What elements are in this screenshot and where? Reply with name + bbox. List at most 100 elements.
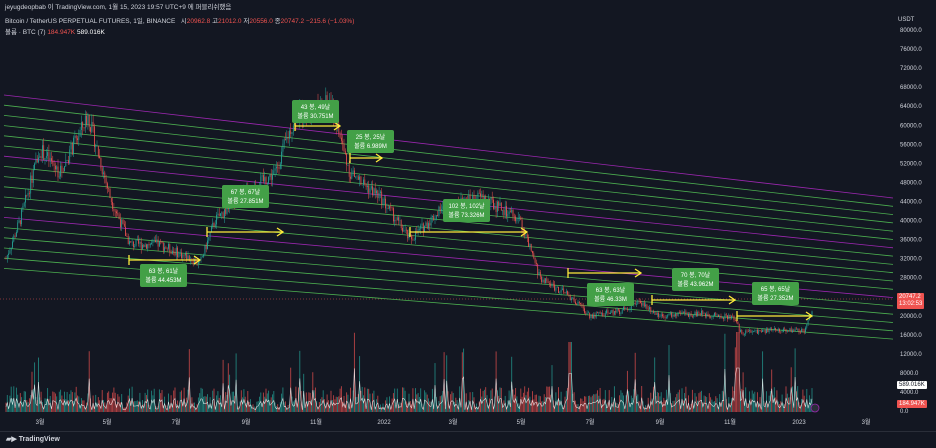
range-arrow-head (634, 268, 643, 278)
range-arrow-head (193, 255, 202, 265)
range-label-box (672, 268, 719, 291)
candle-body (287, 137, 289, 139)
candle-body (192, 261, 194, 265)
candle-body (129, 241, 130, 245)
candle-body (721, 317, 723, 319)
low-value: 20556.0 (249, 18, 273, 25)
volume-bar (348, 406, 350, 412)
candle-body (139, 241, 141, 244)
candle-body (638, 300, 640, 302)
volume-bar (356, 396, 358, 412)
candle-body (788, 330, 789, 332)
brand-name: TradingView (18, 436, 60, 443)
candle-body (686, 314, 688, 315)
candle-body (217, 213, 219, 215)
time-axis[interactable]: 3월 5월 7월 9월 11월 2022 3월 5월 7월 9월 11월 2023 3월 (36, 418, 871, 426)
candle-body (425, 222, 427, 226)
candle-body (673, 314, 675, 317)
volume-bar (569, 342, 571, 412)
candle-body (281, 151, 282, 164)
volume-bar (671, 403, 673, 412)
price-axis[interactable]: 80000.0 76000.0 72000.0 68000.0 64000.0 60000… (900, 28, 922, 415)
candle-body (555, 287, 557, 291)
candle-body (701, 310, 702, 315)
candle-body (612, 310, 614, 315)
volume-bar (311, 399, 312, 412)
volume-bar (169, 406, 171, 412)
candle-body (79, 130, 81, 137)
time-tick: 7월 (172, 418, 181, 426)
volume-bar (361, 386, 363, 412)
volume-bar (257, 401, 259, 412)
volume-bar (529, 396, 531, 412)
volume-bar (259, 396, 260, 412)
volume-bar (594, 394, 596, 412)
candle-body (426, 222, 428, 229)
volume-bar (499, 387, 501, 412)
volume-bar (444, 406, 446, 412)
candle-body (542, 279, 544, 283)
candle-body (58, 176, 60, 178)
volume-bar (528, 387, 530, 412)
volume-bar (248, 402, 250, 412)
candle-body (591, 314, 593, 319)
candle-body (224, 209, 225, 218)
volume-bar (292, 401, 294, 412)
time-tick: 11월 (724, 418, 736, 426)
volume-bar (526, 391, 528, 412)
volume-bar (663, 397, 665, 412)
candle-body (8, 253, 9, 256)
volume-bar (441, 395, 442, 412)
volume-bar (226, 394, 228, 412)
candle-body (437, 215, 438, 217)
candle-body (151, 242, 152, 245)
volume-bar (418, 396, 420, 412)
candle-body (720, 315, 722, 319)
range-label-bars: 63 봉, 63날 (596, 286, 626, 294)
volume-bar (392, 393, 394, 412)
volume-bar (103, 400, 104, 412)
symbol-title[interactable]: Bitcoin / TetherUS PERPETUAL FUTURES, 1일… (5, 18, 176, 25)
candle-body (658, 313, 659, 317)
candle-body (121, 219, 123, 228)
candle-body (122, 219, 124, 224)
candle-body (204, 244, 206, 255)
candle-body (49, 158, 51, 161)
volume-bar (603, 398, 605, 412)
candle-body (511, 209, 513, 213)
candle-body (218, 213, 220, 217)
candle-body (775, 328, 776, 331)
volume-bar (243, 389, 245, 412)
candle-body (277, 166, 279, 168)
volume-bar (182, 401, 184, 412)
candle-body (390, 206, 392, 208)
candle-body (408, 233, 410, 239)
tradingview-logo[interactable]: ▰▶ TradingView (6, 435, 60, 443)
candle-body (276, 166, 277, 169)
volume-bar (664, 400, 666, 412)
candle-body (341, 137, 342, 141)
candle-body (270, 174, 272, 180)
candle-body (779, 328, 780, 332)
volume-bar (160, 393, 162, 412)
volume-label[interactable]: 볼륨 · BTC (7) (5, 29, 46, 36)
last-price: 20747.2 (899, 294, 921, 300)
volume-bar (680, 406, 682, 412)
volume-bar (636, 396, 637, 412)
candle-body (473, 195, 475, 200)
candle-body (558, 286, 559, 293)
candle-body (585, 312, 587, 314)
candle-body (614, 311, 615, 315)
candle-body (439, 206, 441, 211)
candle-body (771, 328, 773, 331)
candle-body (376, 190, 377, 194)
candle-body (625, 308, 627, 310)
volume-bar (763, 400, 765, 412)
volume-bar (334, 399, 336, 412)
range-label-bars: 63 봉, 61날 (149, 267, 179, 275)
candle-body (6, 255, 8, 259)
volume-bar (460, 403, 462, 412)
candle-body (31, 175, 33, 183)
volume-bar (451, 391, 453, 412)
